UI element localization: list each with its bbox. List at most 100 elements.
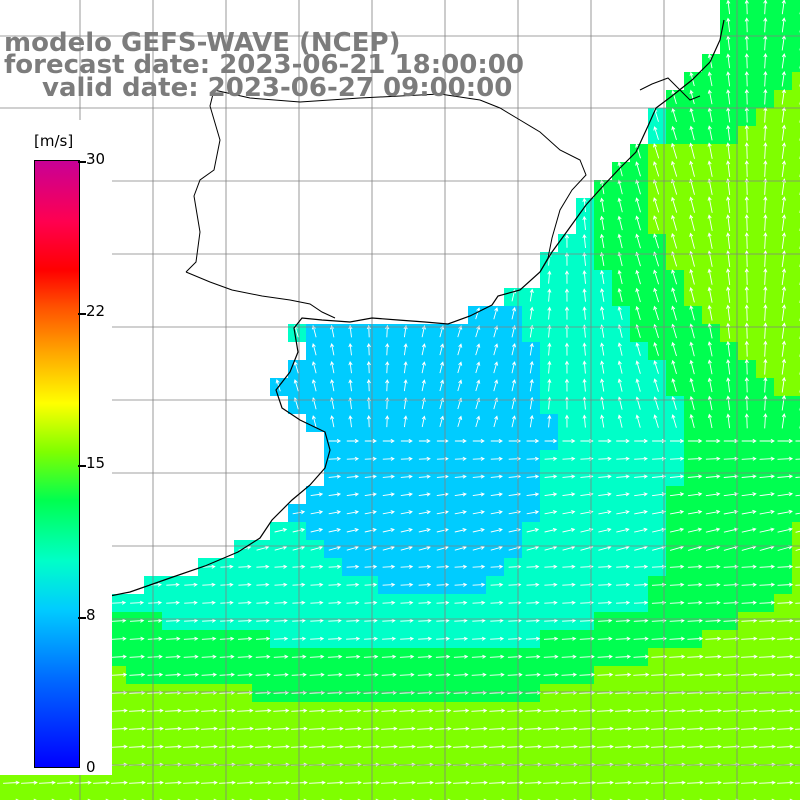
colorbar-tick-label: 22 — [86, 302, 106, 320]
wind-arrow — [599, 197, 605, 213]
wind-arrow — [723, 527, 739, 533]
wind-arrow — [237, 744, 254, 749]
wind-arrow — [707, 286, 713, 303]
wind-arrow — [238, 618, 253, 623]
wind-arrow — [111, 708, 128, 713]
wind-arrow — [382, 510, 395, 515]
wind-arrow — [600, 378, 605, 392]
wind-arrow — [544, 527, 558, 533]
wind-arrow — [741, 600, 757, 605]
wind-arrow — [781, 268, 787, 285]
wind-cell — [252, 792, 270, 800]
wind-arrow — [400, 618, 414, 623]
wind-arrow — [744, 88, 749, 105]
wind-arrow — [147, 690, 164, 695]
wind-arrow — [759, 438, 775, 444]
wind-cell — [792, 0, 800, 18]
wind-arrow — [726, 268, 731, 285]
wind-cell — [792, 504, 800, 522]
wind-arrow — [561, 690, 578, 695]
wind-arrow — [669, 527, 685, 533]
wind-arrow — [472, 600, 486, 605]
wind-arrow — [475, 361, 481, 374]
wind-arrow — [525, 690, 542, 695]
wind-arrow — [544, 582, 558, 587]
wind-arrow — [615, 744, 632, 749]
wind-arrow — [543, 780, 560, 785]
wind-arrow — [547, 360, 552, 374]
wind-arrow — [707, 322, 713, 339]
wind-arrow — [687, 690, 704, 695]
wind-arrow — [490, 510, 503, 515]
wind-arrow — [635, 233, 641, 249]
wind-arrow — [597, 636, 613, 641]
wind-arrow — [763, 53, 768, 69]
wind-arrow — [417, 690, 434, 695]
wind-arrow — [598, 510, 612, 515]
wind-arrow — [328, 636, 343, 641]
wind-arrow — [439, 343, 445, 356]
wind-arrow — [346, 474, 360, 479]
wind-arrow — [400, 582, 414, 587]
wind-arrow — [183, 672, 200, 677]
colorbar-tick — [78, 617, 86, 619]
wind-arrow — [328, 582, 342, 587]
wind-arrow — [777, 527, 793, 533]
wind-arrow — [454, 527, 467, 533]
wind-arrow — [744, 376, 749, 393]
wind-arrow — [219, 744, 236, 749]
wind-arrow — [255, 636, 271, 641]
wind-arrow — [564, 270, 569, 284]
wind-arrow — [418, 527, 431, 533]
wind-arrow — [617, 215, 623, 231]
wind-arrow — [615, 618, 631, 623]
wind-arrow — [582, 378, 587, 392]
wind-arrow — [364, 636, 379, 641]
wind-arrow — [635, 396, 641, 410]
wind-cell — [324, 792, 342, 800]
wind-arrow — [582, 360, 587, 374]
wind-arrow — [705, 582, 721, 587]
wind-cell — [792, 522, 800, 540]
wind-arrow — [529, 360, 534, 374]
wind-arrow — [652, 474, 667, 479]
wind-arrow — [653, 215, 660, 231]
wind-arrow — [147, 744, 164, 749]
wind-arrow — [763, 232, 768, 249]
wind-arrow — [597, 618, 613, 623]
wind-arrow — [403, 379, 408, 392]
wind-arrow — [201, 636, 217, 641]
wind-arrow — [579, 744, 596, 749]
wind-arrow — [202, 564, 216, 569]
wind-arrow — [310, 600, 324, 605]
wind-arrow — [511, 361, 517, 374]
wind-arrow — [564, 288, 569, 302]
wind-arrow — [723, 456, 739, 461]
wind-arrow — [564, 414, 569, 428]
wind-arrow — [635, 143, 641, 159]
wind-arrow — [705, 474, 721, 479]
wind-arrow — [526, 600, 540, 605]
wind-arrow — [421, 415, 426, 428]
wind-arrow — [166, 582, 180, 587]
wind-arrow — [726, 124, 731, 141]
wind-arrow — [147, 708, 164, 713]
wind-arrow — [400, 545, 413, 551]
wind-arrow — [184, 618, 199, 623]
wind-arrow — [564, 360, 569, 374]
wind-arrow — [597, 654, 613, 659]
wind-arrow — [274, 564, 288, 569]
colorbar-tick-label: 0 — [86, 758, 96, 776]
wind-arrow — [435, 708, 452, 713]
wind-arrow — [382, 527, 395, 533]
wind-arrow — [617, 360, 623, 374]
wind-arrow — [689, 305, 695, 321]
wind-arrow — [111, 654, 127, 659]
wind-cell — [792, 198, 800, 216]
wind-arrow — [330, 379, 335, 392]
wind-arrow — [327, 726, 344, 731]
wind-arrow — [795, 476, 800, 478]
wind-arrow — [653, 378, 659, 392]
wind-arrow — [561, 636, 577, 641]
wind-arrow — [237, 636, 253, 641]
